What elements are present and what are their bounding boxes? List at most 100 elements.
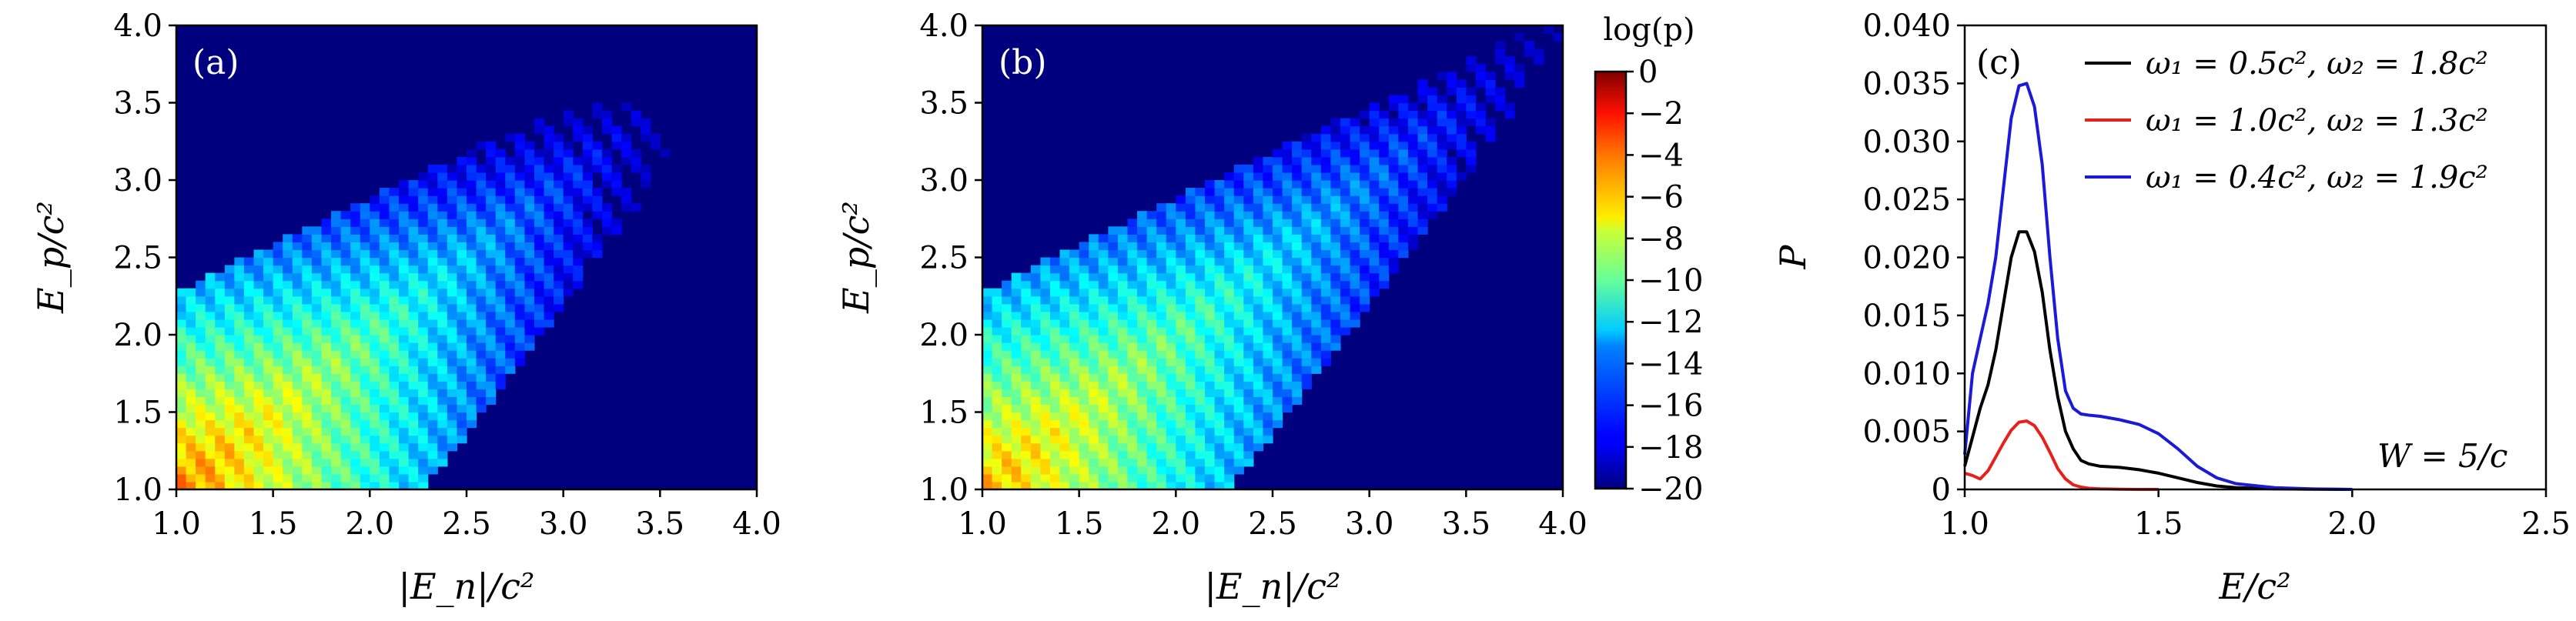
- heatmap-cell: [1137, 389, 1148, 397]
- heatmap-cell: [1224, 350, 1235, 359]
- heatmap-cell: [176, 481, 187, 490]
- heatmap-cell: [1079, 435, 1089, 444]
- heatmap-cell: [1320, 335, 1331, 343]
- x-tick-label: 2.5: [2521, 506, 2571, 542]
- heatmap-cell: [263, 427, 274, 436]
- heatmap-cell: [1030, 311, 1041, 320]
- heatmap-cell: [1360, 141, 1370, 150]
- heatmap-cell: [196, 311, 206, 320]
- heatmap-cell: [370, 272, 380, 282]
- heatmap-cell: [1156, 242, 1167, 251]
- y-tick-label: 3.0: [919, 163, 969, 199]
- heatmap-cell: [982, 389, 993, 397]
- heatmap-cell: [283, 450, 293, 459]
- heatmap-cell: [379, 295, 390, 305]
- heatmap-cell: [1176, 396, 1186, 406]
- heatmap-cell: [1040, 396, 1051, 406]
- heatmap-cell: [1350, 172, 1360, 181]
- heatmap-cell: [1185, 295, 1196, 305]
- heatmap-cell: [1233, 404, 1244, 413]
- heatmap-cell: [408, 458, 419, 467]
- heatmap-cell: [1185, 288, 1196, 297]
- heatmap-cell: [379, 412, 390, 421]
- heatmap-cell: [1330, 249, 1341, 259]
- heatmap-cell: [1069, 311, 1080, 320]
- heatmap-cell: [1369, 180, 1380, 189]
- heatmap-cell: [340, 358, 351, 366]
- heatmap-cell: [1117, 373, 1129, 382]
- heatmap-cell: [273, 303, 283, 312]
- heatmap-cell: [243, 350, 255, 359]
- heatmap-cell: [1330, 226, 1341, 235]
- heatmap-cell: [263, 249, 274, 259]
- heatmap-cell: [1398, 203, 1409, 212]
- heatmap-cell: [1292, 389, 1303, 397]
- heatmap-cell: [1049, 265, 1061, 274]
- heatmap-cell: [224, 303, 235, 312]
- heatmap-cell: [418, 396, 429, 406]
- heatmap-cell: [1108, 335, 1119, 343]
- heatmap-cell: [418, 234, 429, 242]
- heatmap-cell: [621, 102, 632, 112]
- heatmap-cell: [1079, 280, 1089, 289]
- heatmap-cell: [1466, 156, 1477, 165]
- heatmap-cell: [1098, 342, 1109, 351]
- y-tick-label: 1.5: [919, 396, 969, 431]
- heatmap-cell: [1146, 466, 1157, 475]
- heatmap-cell: [505, 234, 516, 242]
- heatmap-cell: [982, 442, 993, 452]
- heatmap-cell: [1021, 450, 1032, 459]
- heatmap-cell: [437, 234, 448, 242]
- heatmap-cell: [427, 234, 438, 242]
- heatmap-cell: [992, 389, 1002, 397]
- heatmap-cell: [1340, 125, 1351, 135]
- heatmap-cell: [1388, 180, 1399, 189]
- heatmap-cell: [641, 133, 651, 142]
- heatmap-cell: [1301, 342, 1312, 351]
- heatmap-cell: [292, 366, 303, 374]
- heatmap-cell: [253, 265, 264, 274]
- heatmap-cell: [1456, 95, 1467, 104]
- heatmap-cell: [379, 311, 390, 320]
- heatmap-cell: [467, 342, 477, 351]
- heatmap-cell: [1049, 272, 1061, 282]
- heatmap-cell: [1214, 458, 1225, 467]
- heatmap-cell: [1233, 257, 1244, 266]
- heatmap-cell: [379, 234, 390, 242]
- heatmap-cell: [1185, 319, 1196, 328]
- heatmap-cell: [467, 295, 477, 305]
- heatmap-cell: [1098, 404, 1109, 413]
- heatmap-cell: [1282, 188, 1293, 196]
- heatmap-cell: [1330, 141, 1341, 150]
- heatmap-cell: [1040, 419, 1051, 429]
- heatmap-cell: [1146, 234, 1157, 242]
- heatmap-cell: [1475, 64, 1487, 72]
- heatmap-cell: [1301, 133, 1312, 142]
- heatmap-cell: [1108, 326, 1119, 336]
- heatmap-cell: [437, 435, 448, 444]
- line-c-axes: 1.0 1.5 2.0 2.500.0050.0100.0150.0200.0250.…: [1862, 8, 2570, 542]
- heatmap-cell: [1301, 326, 1312, 336]
- heatmap-cell: [1195, 303, 1206, 312]
- heatmap-cell: [1127, 442, 1138, 452]
- heatmap-cell: [302, 427, 313, 436]
- heatmap-cell: [447, 412, 458, 421]
- heatmap-cell: [331, 435, 342, 444]
- heatmap-cell: [186, 396, 196, 406]
- heatmap-cell: [205, 295, 216, 305]
- heatmap-cell: [331, 350, 342, 359]
- heatmap-cell: [1098, 303, 1109, 312]
- heatmap-cell: [302, 242, 313, 251]
- heatmap-cell: [379, 272, 390, 282]
- heatmap-cell: [1059, 442, 1070, 452]
- legend-label-2: ω₁ = 1.0c², ω₂ = 1.3c²: [2146, 103, 2488, 139]
- heatmap-cell: [1098, 319, 1109, 328]
- heatmap-cell: [408, 373, 419, 382]
- heatmap-cell: [1273, 381, 1283, 389]
- heatmap-cell: [1089, 319, 1099, 328]
- heatmap-cell: [224, 326, 235, 336]
- heatmap-cell: [1233, 311, 1244, 320]
- heatmap-cell: [1243, 242, 1254, 251]
- x-tick-label: 1.5: [2134, 506, 2183, 542]
- heatmap-cell: [1320, 295, 1331, 305]
